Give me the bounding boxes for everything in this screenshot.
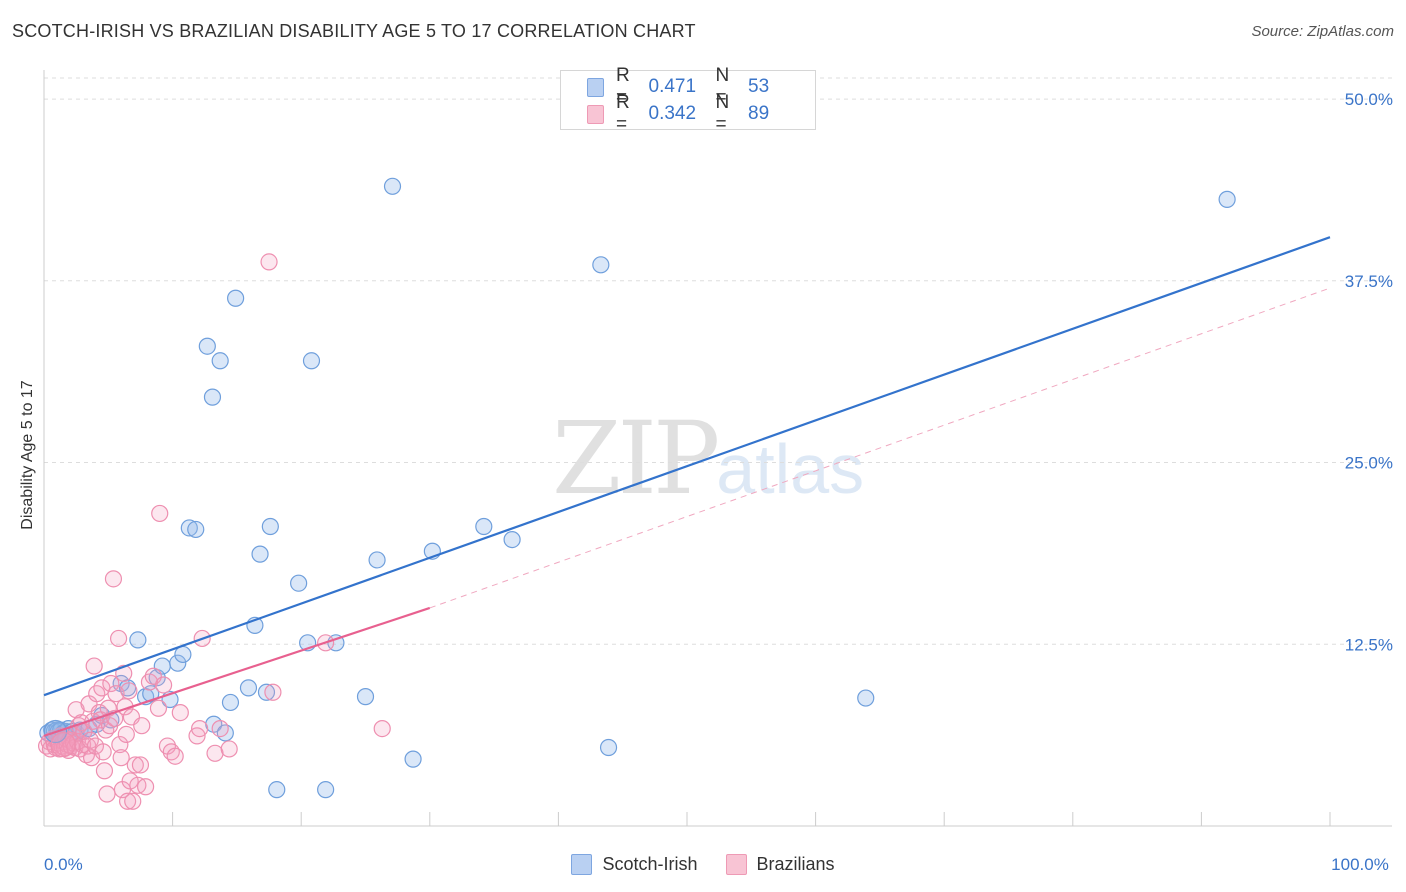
brazilian-point [107,685,125,703]
scotch-irish-point [129,631,147,649]
scotch-irish-point [383,177,402,195]
legend-r-key: R = [615,65,630,108]
brazilian-point [131,756,150,774]
legend-n-key: N = [715,92,730,135]
legend-r-value: 0.342 [648,103,697,124]
brazilian-point [220,740,238,758]
brazilian-point [85,657,103,675]
brazilian-point [120,682,138,700]
y-tick-label: 25.0% [1345,454,1393,473]
legend-series: Scotch-Irish Brazilians [0,850,1406,878]
brazilian-point [151,504,169,523]
scotch-irish-point [211,352,229,370]
brazilian-point [94,743,112,761]
legend-swatch-brazilians [725,853,747,875]
brazilian-point [136,778,155,796]
brazilian-point [104,570,123,588]
scotch-irish-point [599,738,618,757]
scotch-irish-point [475,517,493,536]
legend-stats: R = 0.471 N = 53 R = 0.342 N = 89 [560,65,816,135]
brazilian-trendline [43,606,431,737]
legend-item-brazilians: Brazilians [725,853,835,875]
scotch-irish-point [1218,190,1236,208]
chart-title: SCOTCH-IRISH VS BRAZILIAN DISABILITY AGE… [12,21,696,41]
brazilian-point [373,719,391,738]
x-tick-label: 0.0% [44,855,83,874]
brazilian-point [191,719,209,738]
brazilian-point [171,703,189,722]
scotch-irish-trendline [43,236,1331,697]
brazilian-point [50,731,76,758]
legend-r-key: R = [615,92,630,135]
brazilian-point [118,792,137,810]
legend-n-value: 89 [748,103,770,124]
scotch-irish-point [368,551,386,569]
scotch-irish-point [169,654,187,672]
brazilian-point [133,717,151,735]
scotch-irish-point [592,256,610,274]
brazilian-trendline-extension [429,287,1331,609]
legend-r-value: 0.471 [648,76,697,97]
brazilian-point [98,785,116,803]
scotch-irish-point [239,679,258,697]
scotch-irish-point [261,517,279,536]
y-tick-label: 12.5% [1345,635,1393,654]
legend-label-brazilians: Brazilians [756,853,835,874]
legend-n-key: N = [715,65,730,108]
brazilian-point [112,749,130,767]
scotch-irish-point [356,688,375,706]
scotch-irish-point [221,693,240,712]
brazilian-point [264,683,282,701]
legend-swatch-brazilians [587,104,604,124]
legend-label-scotch-irish: Scotch-Irish [602,853,698,874]
scotch-irish-point [251,545,269,563]
brazilian-point [154,676,173,694]
brazilian-point [109,629,128,648]
legend-n-value: 53 [748,76,770,97]
scotch-irish-point [317,781,335,799]
scotch-irish-point [290,574,308,592]
legend-row-brazilians: R = 0.342 N = 89 [587,92,815,135]
brazilian-point [260,253,278,271]
brazilian-point [206,744,224,762]
scotch-irish-point [180,519,198,537]
legend-swatch-scotch-irish [587,77,604,97]
brazilian-point [111,735,129,754]
brazilian-point [126,756,144,774]
brazilian-point [95,762,114,780]
source-label: Source: ZipAtlas.com [1251,23,1394,40]
x-tick-label: 100.0% [1331,855,1389,874]
scotch-irish-point [503,530,521,549]
brazilian-point [102,674,120,693]
brazilian-point [117,725,135,744]
brazilian-point [166,747,184,765]
scotch-irish-point [227,289,245,307]
legend-swatch-scotch-irish [571,853,593,875]
scotch-irish-point [257,683,276,701]
brazilian-point [211,719,229,738]
scotch-irish-point [857,689,875,707]
scotch-irish-point [187,520,205,539]
scotch-irish-point [404,750,422,768]
scotch-irish-point [203,388,222,406]
y-tick-label: 50.0% [1345,90,1393,109]
scotch-irish-point [302,352,321,370]
y-tick-label: 37.5% [1345,272,1393,291]
legend-row-scotch-irish: R = 0.471 N = 53 [587,65,815,108]
scotch-irish-point [198,337,216,355]
legend-item-scotch-irish: Scotch-Irish [571,853,698,875]
brazilian-point [149,699,168,717]
brazilian-point [124,792,142,810]
scotch-irish-point [268,781,286,799]
